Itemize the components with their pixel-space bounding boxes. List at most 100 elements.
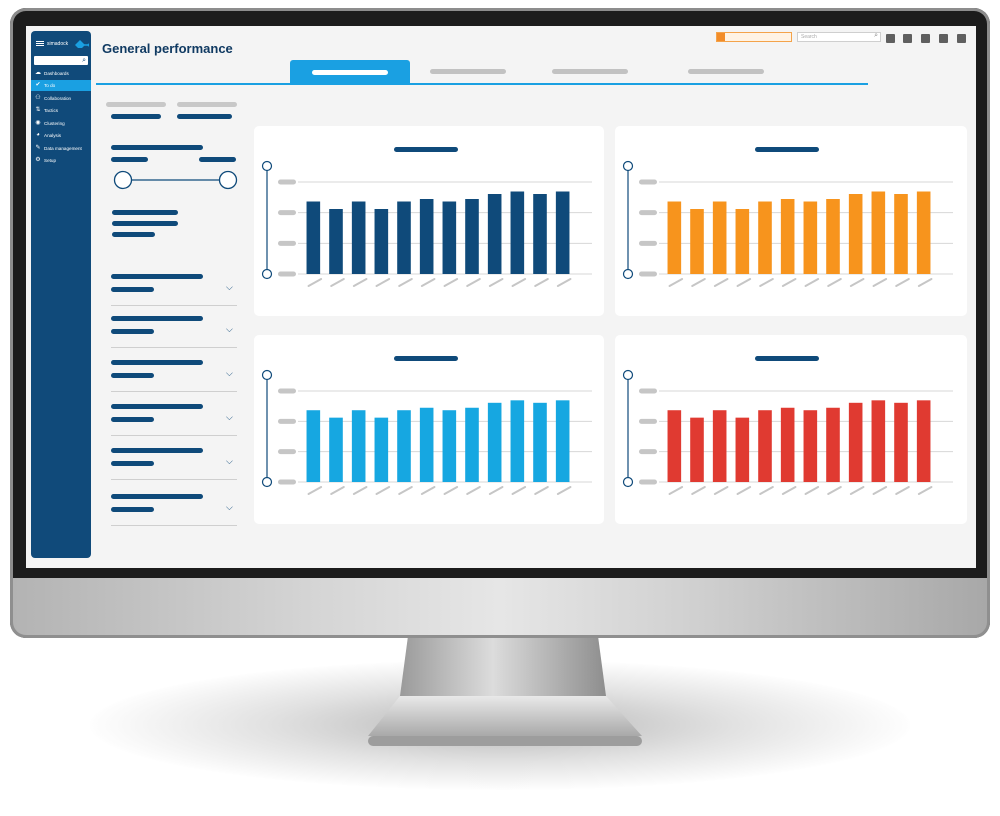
- date-range-selector[interactable]: [716, 32, 792, 42]
- search-icon: ⌕: [874, 32, 878, 39]
- x-tick-label: [511, 278, 527, 287]
- toolbar-button-5[interactable]: [957, 34, 966, 43]
- monitor-stand: [368, 636, 642, 746]
- bar-11: [894, 194, 908, 274]
- x-tick-label: [849, 486, 865, 495]
- x-tick-label: [668, 486, 684, 495]
- check-icon: ✔: [35, 82, 41, 88]
- bar-12: [916, 400, 931, 482]
- search-icon: ⌕: [82, 57, 86, 64]
- x-tick-label: [872, 278, 888, 287]
- x-tick-label: [420, 486, 436, 495]
- bar-9: [848, 194, 863, 274]
- page-title: General performance: [102, 41, 233, 56]
- bar-5: [758, 201, 772, 274]
- sidebar-item-data-management[interactable]: ✎ Data management: [31, 143, 91, 154]
- bar-3: [712, 410, 727, 482]
- bar-10: [510, 191, 525, 274]
- pie-icon: ◕: [36, 132, 40, 138]
- filter-value-2[interactable]: [177, 114, 232, 119]
- bar-9: [848, 402, 863, 482]
- bar-4: [735, 209, 750, 274]
- bar-11: [533, 402, 547, 482]
- sidebar-item-analysis[interactable]: ◕ Analysis: [31, 130, 91, 141]
- sidebar: simadock ⌕ ☁ Dashboards ✔ To do ⚇ Collab…: [31, 31, 91, 558]
- x-tick-label: [691, 486, 706, 495]
- sidebar-item-label: Tactics: [44, 108, 59, 113]
- range-slider[interactable]: [112, 169, 242, 191]
- search-placeholder: Search: [801, 34, 817, 40]
- range-min-value: [111, 157, 148, 162]
- filter-dropdown-3[interactable]: ⌵: [111, 360, 237, 394]
- bar-7: [803, 410, 818, 482]
- x-tick-label: [352, 486, 368, 495]
- filter-value-1[interactable]: [111, 114, 161, 119]
- bar-12: [555, 400, 570, 482]
- app-logo[interactable]: simadock: [36, 40, 90, 48]
- x-tick-label: [466, 486, 481, 495]
- sidebar-item-to-do[interactable]: ✔ To do: [31, 80, 91, 91]
- sidebar-item-label: Dashboards: [44, 71, 69, 76]
- toolbar-button-1[interactable]: [886, 34, 895, 43]
- bar-2: [690, 417, 704, 482]
- sidebar-item-dashboards[interactable]: ☁ Dashboards: [31, 68, 91, 79]
- tab-3[interactable]: [552, 69, 628, 74]
- chevron-down-icon: ⌵: [226, 456, 233, 466]
- tab-4[interactable]: [688, 69, 764, 74]
- bar-1: [306, 201, 321, 274]
- bar-12: [916, 191, 931, 274]
- bar-6: [419, 199, 434, 274]
- bar-8: [465, 407, 479, 482]
- x-tick-label: [398, 486, 413, 495]
- sidebar-item-tactics[interactable]: ⇅ Tactics: [31, 105, 91, 116]
- bar-7: [442, 201, 457, 274]
- sidebar-item-collaboration[interactable]: ⚇ Collaboration: [31, 93, 91, 104]
- tab-1[interactable]: [290, 60, 410, 84]
- chart-title-placeholder: [755, 147, 819, 152]
- filter-heading-1: [106, 102, 166, 107]
- x-tick-label: [917, 486, 933, 495]
- hamburger-menu-icon[interactable]: [36, 41, 44, 47]
- filter-panel: ⌵ ⌵ ⌵ ⌵ ⌵ ⌵: [106, 102, 242, 562]
- chevron-down-icon: ⌵: [226, 282, 233, 292]
- sidebar-item-clustering[interactable]: ◉ Clustering: [31, 118, 91, 129]
- bar-10: [871, 400, 886, 482]
- y-tick-label: [639, 479, 657, 485]
- filter-dropdown-5[interactable]: ⌵: [111, 448, 237, 482]
- x-tick-label: [398, 278, 413, 287]
- bar-11: [533, 194, 547, 274]
- y-tick-label: [278, 271, 296, 277]
- text-block-line-1: [112, 210, 178, 215]
- x-tick-label: [736, 278, 752, 287]
- y-tick-label: [639, 240, 657, 246]
- chevron-down-icon: ⌵: [226, 412, 233, 422]
- toolbar-button-3[interactable]: [921, 34, 930, 43]
- bar-5: [397, 201, 411, 274]
- y-range-handle-top: [622, 369, 634, 381]
- tab-2[interactable]: [430, 69, 506, 74]
- filter-dropdown-6[interactable]: ⌵: [111, 494, 237, 528]
- chart-card-1: [254, 126, 604, 316]
- chart-card-3: [254, 335, 604, 524]
- bar-9: [487, 402, 502, 482]
- bar-9: [487, 194, 502, 274]
- toolbar-button-4[interactable]: [939, 34, 948, 43]
- header-search-input[interactable]: ⌕ Search: [797, 32, 881, 42]
- x-tick-label: [827, 278, 842, 287]
- toolbar-button-2[interactable]: [903, 34, 912, 43]
- sidebar-item-label: Data management: [44, 146, 82, 151]
- bar-3: [351, 410, 366, 482]
- filter-dropdown-1[interactable]: ⌵: [111, 274, 237, 308]
- y-range-handle-bottom: [622, 476, 634, 488]
- people-icon: ⚇: [35, 95, 41, 101]
- range-max-value: [199, 157, 236, 162]
- y-tick-label: [639, 449, 657, 455]
- x-tick-label: [713, 278, 729, 287]
- filter-dropdown-2[interactable]: ⌵: [111, 316, 237, 350]
- bar-8: [826, 407, 840, 482]
- x-tick-label: [872, 486, 888, 495]
- sidebar-search-input[interactable]: ⌕: [34, 56, 88, 65]
- text-block-line-2: [112, 221, 178, 226]
- filter-dropdown-4[interactable]: ⌵: [111, 404, 237, 438]
- sidebar-item-setup[interactable]: ⚙ Setup: [31, 155, 91, 166]
